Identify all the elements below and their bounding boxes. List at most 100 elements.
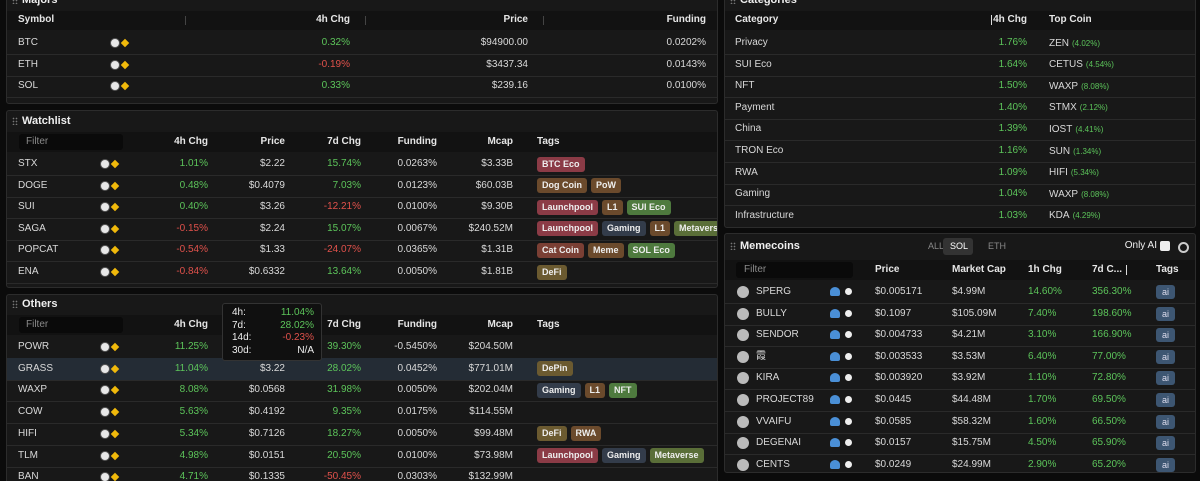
tag[interactable]: SOL Eco: [627, 242, 675, 258]
coin-name[interactable]: DEGENAI: [756, 437, 802, 449]
ai-tag[interactable]: ai: [1156, 414, 1176, 429]
tag[interactable]: Cat Coin: [537, 242, 584, 258]
cell: 0.0123%: [397, 179, 437, 191]
symbol[interactable]: POPCAT: [18, 244, 59, 256]
symbol[interactable]: HIFI: [18, 427, 37, 439]
symbol[interactable]: SAGA: [18, 222, 46, 234]
symbol[interactable]: GRASS: [18, 362, 54, 374]
category-name[interactable]: Gaming: [735, 188, 771, 200]
cell: $1.31B: [481, 244, 513, 256]
category-name[interactable]: RWA: [735, 166, 758, 178]
coin-name[interactable]: SPERG: [756, 286, 792, 297]
cell: -50.45%: [323, 471, 361, 481]
filter-input[interactable]: [19, 317, 123, 333]
category-name[interactable]: China: [735, 123, 762, 135]
row-divider: [725, 140, 1195, 142]
coin-name[interactable]: SENDOR: [756, 329, 799, 341]
coin-name[interactable]: BULLY: [756, 307, 787, 319]
symbol[interactable]: SUI: [18, 201, 35, 213]
ai-tag[interactable]: ai: [1156, 285, 1176, 299]
tab[interactable]: ETH: [988, 241, 1006, 251]
tag[interactable]: Meme: [588, 242, 624, 258]
tag[interactable]: L1: [649, 221, 671, 237]
symbol[interactable]: DOGE: [18, 179, 48, 191]
tag[interactable]: Launchpool: [537, 448, 598, 463]
cell: 39.30%: [327, 341, 361, 352]
cell: $1.81B: [481, 266, 513, 277]
coin-name[interactable]: PROJECT89: [756, 394, 814, 405]
platform-icon: [830, 416, 840, 426]
symbol[interactable]: WAXP: [18, 384, 48, 396]
tag[interactable]: DeFi: [537, 426, 567, 442]
coin-name[interactable]: CENTS: [756, 458, 790, 470]
tab[interactable]: ALL: [928, 241, 945, 251]
ai-tag[interactable]: ai: [1156, 393, 1176, 407]
symbol[interactable]: STX: [18, 158, 38, 169]
tag[interactable]: BTC Eco: [537, 156, 585, 172]
tag[interactable]: NFT: [609, 382, 637, 398]
cell: -0.19%: [318, 58, 350, 70]
symbol[interactable]: ENA: [18, 266, 39, 277]
filter-input[interactable]: [19, 134, 123, 150]
cell: 3.10%: [1028, 329, 1057, 341]
cell: -24.07%: [323, 244, 361, 256]
category-name[interactable]: Payment: [735, 101, 775, 113]
tag[interactable]: DeFi: [537, 264, 567, 280]
cell: $0.0568: [248, 384, 285, 396]
header-row: [7, 315, 717, 335]
category-change: 1.04%: [998, 188, 1027, 200]
cell: $0.0585: [875, 415, 912, 427]
settings-icon[interactable]: [1178, 242, 1189, 253]
panel-title: Categories: [740, 0, 797, 6]
symbol[interactable]: TLM: [18, 449, 38, 461]
tag[interactable]: Gaming: [602, 221, 646, 237]
symbol[interactable]: COW: [18, 406, 43, 418]
coin-symbol: HIFI: [1049, 167, 1068, 179]
ai-tag[interactable]: ai: [1156, 349, 1176, 364]
cell: $99.48M: [474, 427, 513, 439]
tag[interactable]: Dog Coin: [537, 178, 587, 194]
ai-tag[interactable]: ai: [1156, 306, 1176, 321]
tag[interactable]: DePin: [537, 361, 573, 377]
exchange-icon: [100, 267, 110, 277]
coin-avatar: [737, 372, 749, 385]
category-name[interactable]: Privacy: [735, 37, 768, 48]
row-divider: [725, 97, 1195, 99]
category-name[interactable]: SUI Eco: [735, 58, 772, 70]
row-divider: [7, 261, 717, 263]
category-change: 1.64%: [998, 58, 1027, 70]
tag[interactable]: SUI Eco: [626, 199, 671, 215]
category-name[interactable]: Infrastructure: [735, 209, 794, 221]
coin-name[interactable]: KIRA: [756, 372, 780, 384]
tab[interactable]: SOL: [950, 241, 969, 251]
tag[interactable]: L1: [584, 382, 606, 398]
checkbox[interactable]: [1160, 241, 1170, 251]
column-header: Top Coin: [1049, 14, 1092, 25]
tag[interactable]: PoW: [591, 178, 621, 194]
ai-tag[interactable]: ai: [1156, 457, 1176, 472]
tooltip-label: 30d:: [232, 344, 252, 356]
tag[interactable]: Metaverse: [649, 448, 704, 463]
ai-tag[interactable]: ai: [1156, 436, 1176, 451]
exchange-icon: [110, 429, 120, 439]
tag[interactable]: Metaverse: [674, 221, 717, 237]
tag[interactable]: Launchpool: [537, 221, 598, 237]
coin-name[interactable]: VVAIFU: [756, 415, 792, 427]
filter-input[interactable]: [736, 262, 853, 278]
exchange-icon: [110, 159, 120, 169]
tag[interactable]: RWA: [570, 426, 602, 442]
ai-tag[interactable]: ai: [1156, 328, 1176, 343]
symbol[interactable]: BAN: [18, 471, 39, 481]
coin-symbol: SUN: [1049, 145, 1071, 157]
tag[interactable]: Gaming: [537, 382, 581, 398]
category-name[interactable]: TRON Eco: [735, 145, 784, 156]
tag[interactable]: Gaming: [602, 448, 646, 463]
tag[interactable]: L1: [602, 199, 623, 215]
coin-name[interactable]: 霞: [756, 350, 766, 362]
category-name[interactable]: NFT: [735, 80, 755, 92]
symbol[interactable]: POWR: [18, 341, 50, 352]
ai-tag[interactable]: ai: [1156, 371, 1176, 386]
tag[interactable]: Launchpool: [537, 199, 598, 215]
exchange-icon: [110, 224, 120, 234]
